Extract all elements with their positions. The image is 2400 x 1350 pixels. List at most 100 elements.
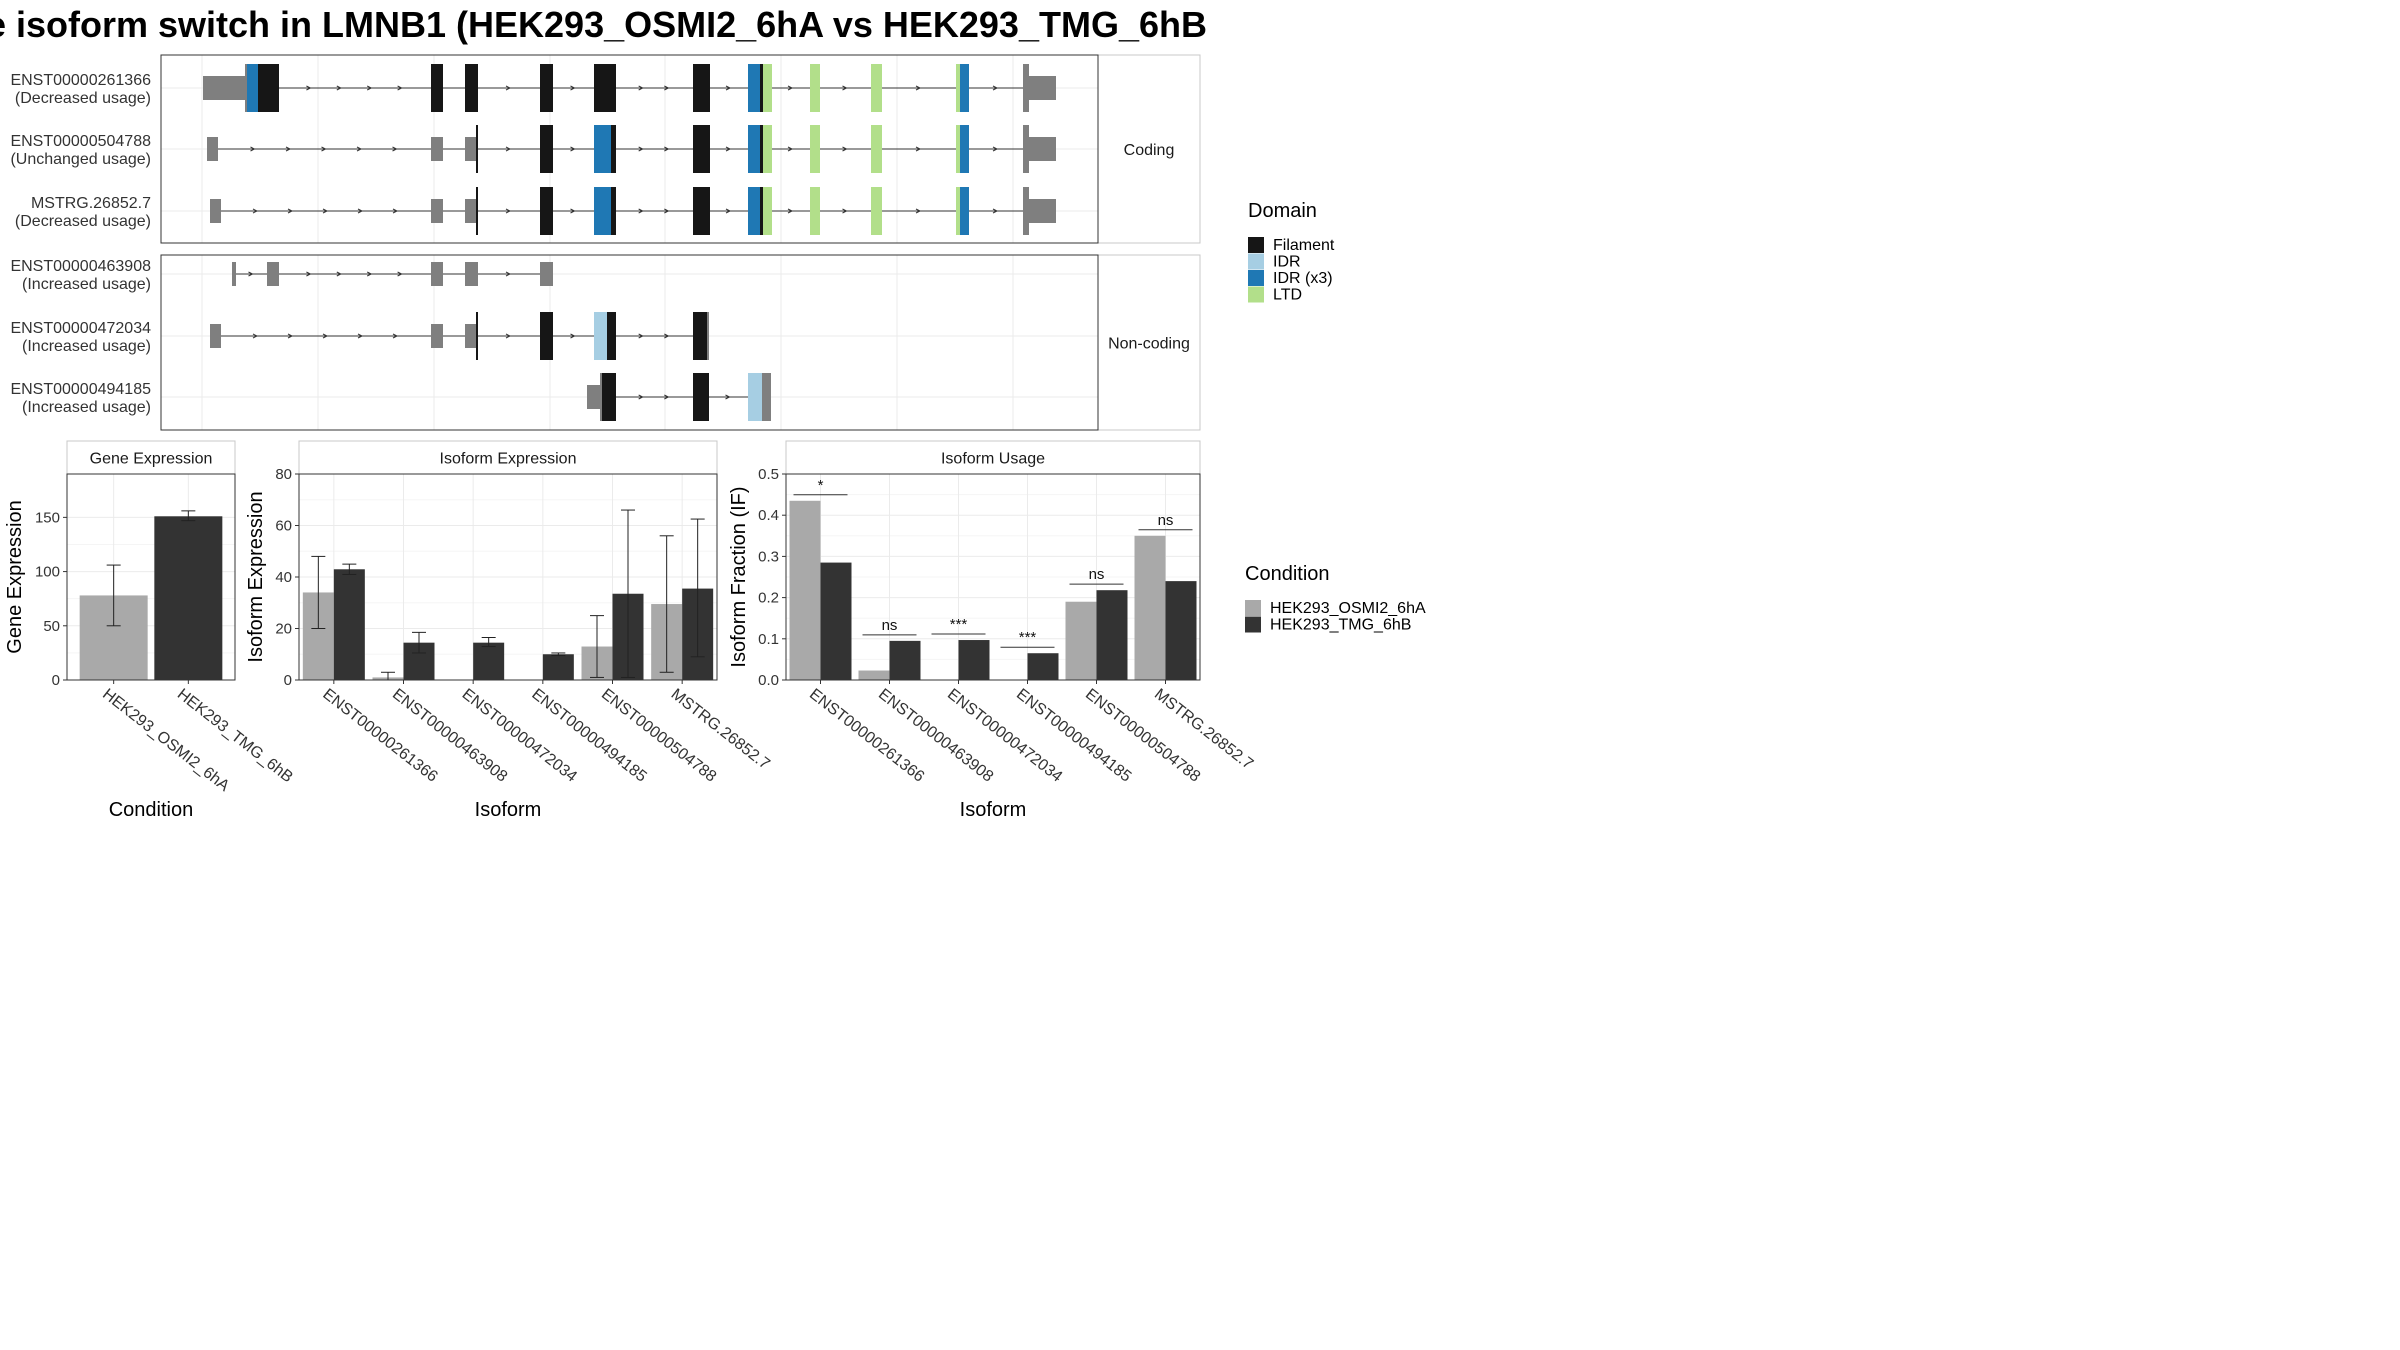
exon-coding-block (760, 64, 763, 112)
facet-strip (1097, 54, 1201, 244)
direction-arrow (306, 271, 312, 277)
exon-coding-block (540, 187, 553, 235)
direction-arrow (638, 208, 644, 214)
direction-arrow (366, 271, 373, 277)
direction-arrow (725, 208, 732, 214)
direction-arrow (664, 208, 670, 214)
isoform-label: ENST00000472034 (10, 320, 151, 337)
legend-label: Filament (1273, 237, 1335, 254)
x-tick-label: ENST00000472034 (459, 686, 580, 786)
bar (1096, 590, 1128, 680)
chart-title: Isoform Usage (941, 451, 1045, 468)
exon-coding-block (476, 312, 478, 360)
legend-label: IDR (x3) (1273, 270, 1333, 287)
direction-arrow (842, 146, 848, 152)
exon-coding-block (960, 125, 969, 173)
legend-title: Condition (1245, 563, 1330, 585)
direction-arrow (505, 271, 512, 277)
y-tick-label: 100 (35, 564, 60, 581)
facet-panel-background (161, 255, 1098, 430)
direction-arrow (638, 394, 644, 400)
isoform-label: ENST00000463908 (10, 258, 151, 275)
significance-label: ns (882, 617, 898, 634)
legend-title: Domain (1248, 200, 1317, 222)
exon-utr-block (203, 76, 247, 100)
direction-arrow (842, 208, 848, 214)
exon-coding-block (763, 125, 772, 173)
exon-coding-block (956, 187, 960, 235)
exon-coding-block (247, 64, 258, 112)
exon-coding-block (748, 64, 760, 112)
exon-coding-block (763, 187, 772, 235)
chart-title-strip (298, 440, 718, 475)
exon-coding-block (540, 125, 553, 173)
exon-coding-block (693, 125, 710, 173)
direction-arrow (992, 208, 999, 214)
direction-arrow (570, 208, 576, 214)
direction-arrow (570, 333, 576, 339)
direction-arrow (287, 333, 294, 339)
exon-coding-block (810, 187, 820, 235)
x-tick-label: ENST00000504788 (1082, 686, 1203, 786)
exon-coding-block (693, 312, 707, 360)
x-axis-label: Condition (109, 799, 194, 821)
direction-arrow (915, 208, 922, 214)
y-tick-label: 0.1 (758, 631, 779, 648)
direction-arrow (505, 85, 512, 91)
direction-arrow (638, 146, 644, 152)
exon-coding-block (763, 64, 772, 112)
y-tick-label: 150 (35, 509, 60, 526)
direction-arrow (725, 85, 732, 91)
exon-utr-block (431, 262, 443, 286)
legend-swatch (1248, 286, 1264, 303)
facet-panel-border (160, 54, 1099, 244)
direction-arrow (787, 85, 794, 91)
isoform-usage-chart: Isoform Usage 0.0 0.1 0.2 0.3 0.4 0.5 ENST00000… (728, 440, 1256, 821)
direction-arrow (306, 85, 312, 91)
exon-coding-block (258, 64, 279, 112)
direction-arrow (505, 208, 512, 214)
x-axis-label: Isoform (475, 799, 542, 821)
x-axis-label: Isoform (960, 799, 1027, 821)
bar (858, 670, 890, 680)
facet-label: Coding (1124, 142, 1175, 159)
exon-coding-block (871, 64, 882, 112)
exon-coding-block (245, 64, 247, 112)
isoform-usage-label: (Unchanged usage) (10, 151, 151, 168)
bar (542, 654, 574, 680)
direction-arrow (570, 146, 576, 152)
legend-swatch (1245, 600, 1261, 616)
exon-coding-block (956, 64, 960, 112)
exon-coding-block (871, 125, 882, 173)
exon-coding-block (611, 187, 616, 235)
direction-arrow (664, 85, 670, 91)
exon-coding-block (465, 64, 478, 112)
x-tick-label: ENST00000261366 (319, 686, 440, 786)
legend-label: IDR (1273, 254, 1301, 271)
legend-swatch (1245, 616, 1261, 633)
exon-utr-block (267, 262, 279, 286)
direction-arrow (915, 85, 922, 91)
exon-coding-block (693, 64, 710, 112)
figure-canvas: Coding ENST00000261366 (Decreased usage) EN… (4, 54, 1426, 821)
direction-arrow (638, 85, 644, 91)
chart-title: Isoform Expression (440, 451, 577, 468)
y-tick-label: 80 (275, 466, 292, 483)
facet-strip (1097, 254, 1201, 431)
isoform-label: ENST00000494185 (10, 381, 151, 398)
legend-label: LTD (1273, 287, 1302, 304)
exon-coding-block (693, 373, 709, 421)
isoform-usage-label: (Decreased usage) (15, 213, 151, 230)
bar (820, 562, 852, 680)
x-tick-label: ENST00000494185 (1013, 686, 1134, 786)
y-axis-label: Isoform Fraction (IF) (728, 486, 750, 667)
direction-arrow (992, 85, 999, 91)
bar (1165, 581, 1197, 680)
exon-coding-block (748, 125, 760, 173)
bar (1027, 653, 1059, 680)
bar (1134, 535, 1166, 680)
exon-coding-block (762, 373, 771, 421)
exon-coding-block (707, 312, 709, 360)
exon-coding-block (871, 187, 882, 235)
